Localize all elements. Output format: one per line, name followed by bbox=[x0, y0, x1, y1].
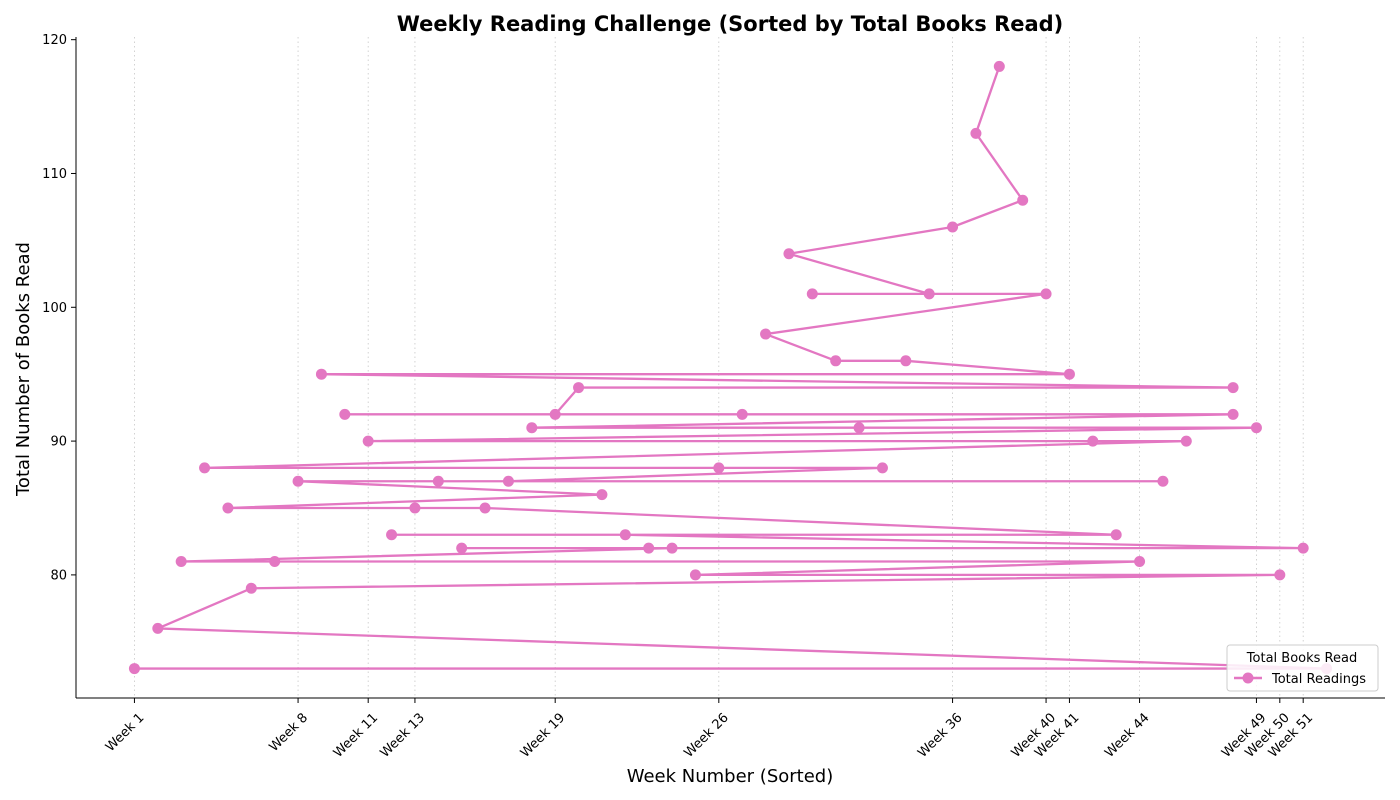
x-tick-label: Week 13 bbox=[378, 710, 428, 760]
data-point bbox=[199, 462, 211, 474]
data-point bbox=[900, 355, 912, 367]
data-point bbox=[1274, 569, 1286, 581]
y-axis-label: Total Number of Books Read bbox=[13, 242, 34, 497]
y-tick-label: 100 bbox=[42, 301, 67, 316]
y-tick-label: 90 bbox=[50, 435, 67, 450]
data-point bbox=[222, 502, 234, 514]
x-tick-label: Week 19 bbox=[518, 710, 568, 760]
data-point bbox=[760, 328, 772, 340]
series-line bbox=[134, 66, 1328, 670]
data-point bbox=[269, 556, 281, 568]
data-point bbox=[409, 502, 421, 514]
data-point bbox=[386, 529, 398, 541]
data-point bbox=[1110, 529, 1122, 541]
x-tick-label: Week 44 bbox=[1102, 710, 1152, 760]
data-point bbox=[128, 663, 140, 675]
data-point bbox=[502, 475, 514, 487]
data-point bbox=[456, 542, 468, 554]
data-point bbox=[596, 489, 608, 501]
data-point bbox=[432, 475, 444, 487]
legend: Total Books Read Total Readings bbox=[1226, 644, 1379, 692]
data-point bbox=[666, 542, 678, 554]
data-point bbox=[1157, 475, 1169, 487]
data-point bbox=[853, 422, 865, 434]
data-point bbox=[806, 288, 818, 300]
y-tick-label: 120 bbox=[42, 33, 67, 48]
legend-title: Total Books Read bbox=[1246, 651, 1357, 666]
data-point bbox=[1180, 435, 1192, 447]
x-tick-label: Week 1 bbox=[103, 710, 148, 755]
data-point bbox=[947, 221, 959, 233]
data-point bbox=[315, 368, 327, 380]
data-point bbox=[783, 248, 795, 260]
data-point bbox=[339, 408, 351, 420]
data-point bbox=[923, 288, 935, 300]
chart-title: Weekly Reading Challenge (Sorted by Tota… bbox=[397, 12, 1064, 36]
data-point bbox=[1134, 556, 1146, 568]
data-point bbox=[1250, 422, 1262, 434]
data-point bbox=[292, 475, 304, 487]
y-tick-label: 80 bbox=[50, 568, 67, 583]
data-point bbox=[573, 382, 585, 394]
data-point bbox=[362, 435, 374, 447]
data-point bbox=[619, 529, 631, 541]
data-point bbox=[1227, 382, 1239, 394]
legend-series-label: Total Readings bbox=[1271, 672, 1366, 687]
data-point bbox=[1087, 435, 1099, 447]
legend-box bbox=[1226, 644, 1379, 692]
data-point bbox=[1227, 408, 1239, 420]
data-point bbox=[175, 556, 187, 568]
x-tick-label: Week 11 bbox=[331, 710, 381, 760]
data-point bbox=[479, 502, 491, 514]
data-point bbox=[643, 542, 655, 554]
legend-marker-swatch bbox=[1242, 672, 1254, 684]
data-point bbox=[526, 422, 538, 434]
data-point bbox=[830, 355, 842, 367]
x-tick-label: Week 36 bbox=[915, 710, 965, 760]
x-tick-label: Week 8 bbox=[267, 710, 312, 755]
data-point bbox=[152, 622, 164, 634]
data-point bbox=[970, 127, 982, 139]
data-point bbox=[1063, 368, 1075, 380]
data-point bbox=[736, 408, 748, 420]
data-point bbox=[689, 569, 701, 581]
x-tick-label: Week 26 bbox=[681, 710, 731, 760]
y-tick-label: 110 bbox=[42, 167, 67, 182]
data-point bbox=[713, 462, 725, 474]
data-point bbox=[549, 408, 561, 420]
data-point bbox=[876, 462, 888, 474]
axes bbox=[75, 37, 1385, 699]
data-point bbox=[1040, 288, 1052, 300]
grid bbox=[134, 37, 1304, 698]
data-point bbox=[1297, 542, 1309, 554]
data-point bbox=[245, 582, 257, 594]
data-point bbox=[993, 60, 1005, 72]
x-axis-label: Week Number (Sorted) bbox=[627, 766, 834, 787]
data-point bbox=[1017, 194, 1029, 206]
series bbox=[128, 60, 1333, 675]
